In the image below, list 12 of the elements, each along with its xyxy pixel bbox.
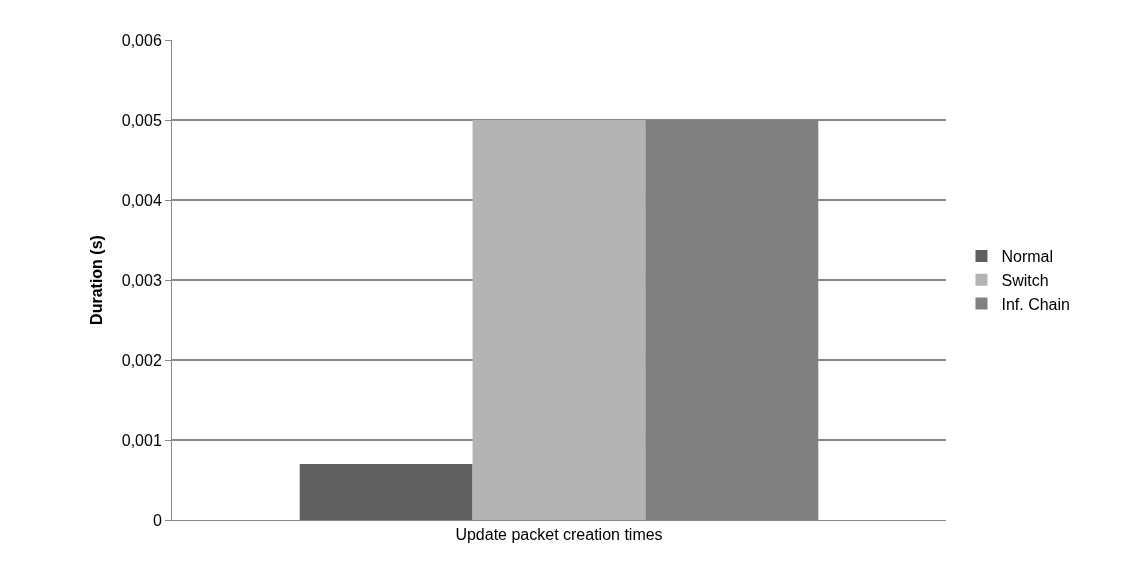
y-tick-label: 0	[152, 511, 162, 529]
y-tick-label: 0,006	[121, 31, 162, 49]
y-tick-label: 0,005	[121, 111, 162, 129]
x-tick-label: Update packet creation times	[455, 526, 663, 544]
y-tick-label: 0,003	[121, 271, 162, 289]
y-tick-label: 0,001	[121, 431, 162, 449]
legend-label: Inf. Chain	[1001, 295, 1070, 313]
legend-label: Switch	[1001, 271, 1049, 289]
y-axis-title: Duration (s)	[87, 235, 105, 325]
legend-label: Normal	[1001, 248, 1054, 266]
y-tick-label: 0,004	[121, 191, 162, 209]
y-tick-label: 0,002	[121, 351, 162, 369]
